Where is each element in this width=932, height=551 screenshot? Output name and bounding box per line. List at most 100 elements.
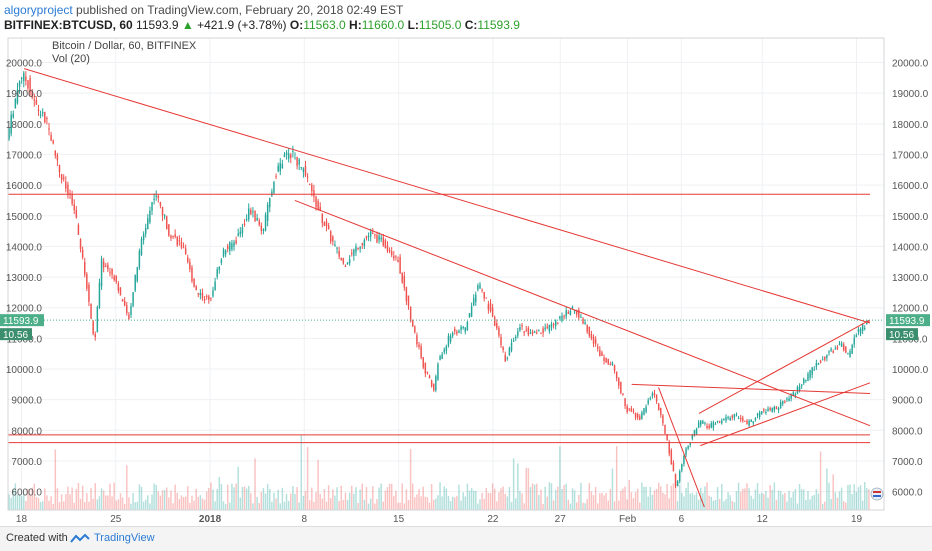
- volume-badge-right: [886, 328, 918, 341]
- candle-body: [224, 250, 227, 255]
- volume-bar: [319, 493, 321, 510]
- candle-body: [399, 256, 401, 274]
- volume-bar: [803, 489, 805, 510]
- tradingview-link[interactable]: TradingView: [94, 532, 155, 544]
- volume-bar: [31, 487, 33, 510]
- candle-body: [100, 258, 103, 287]
- candle-body: [849, 350, 851, 358]
- candle-body: [212, 290, 214, 297]
- candle-body: [256, 217, 258, 221]
- volume-bar: [536, 483, 538, 510]
- volume-bar: [60, 494, 63, 510]
- y-tick-label-right: 6000.0: [892, 488, 923, 499]
- volume-bar: [704, 486, 706, 510]
- candle-body: [515, 336, 517, 339]
- volume-bar: [395, 490, 397, 510]
- flag-icon[interactable]: [870, 487, 884, 501]
- candle-body: [298, 159, 300, 165]
- candle-body: [525, 329, 527, 331]
- price-badges: 11593.9 10.56 11593.9 10.56: [0, 314, 930, 341]
- volume-bar: [197, 496, 200, 510]
- candle-body: [35, 100, 38, 105]
- candle-body: [165, 216, 168, 230]
- candle-body: [502, 347, 504, 351]
- candle-body: [405, 287, 408, 302]
- x-tick-label: 19: [851, 514, 863, 525]
- volume-bar: [323, 489, 326, 510]
- volume-bar: [401, 483, 403, 510]
- candle-body: [472, 298, 475, 306]
- volume-bar: [100, 488, 103, 510]
- volume-bar: [317, 459, 319, 510]
- candle-body: [348, 259, 351, 264]
- candle-body: [645, 406, 647, 412]
- volume-bar: [557, 486, 559, 510]
- volume-bar: [487, 492, 490, 510]
- candle-body: [853, 337, 855, 345]
- candle-body: [864, 328, 866, 330]
- volume-bar: [763, 494, 765, 510]
- y-tick-label-right: 16000.0: [892, 181, 929, 192]
- volume-bar: [630, 492, 633, 510]
- volume-bar: [384, 490, 387, 510]
- volume-bar: [229, 502, 231, 510]
- volume-bar: [531, 483, 534, 510]
- trendlines: [8, 68, 884, 508]
- volume-bar: [422, 486, 424, 510]
- volume-bar: [88, 501, 90, 510]
- candle-body: [315, 196, 317, 208]
- candle-body: [649, 398, 652, 400]
- price-chart[interactable]: 6000.07000.08000.09000.010000.011000.012…: [0, 34, 932, 526]
- volume-bar: [571, 488, 574, 510]
- candle-body: [231, 243, 233, 250]
- candle-body: [590, 334, 593, 339]
- candle-body: [369, 231, 372, 237]
- chart-area[interactable]: 6000.07000.08000.09000.010000.011000.012…: [0, 34, 932, 526]
- candle-body: [628, 408, 631, 410]
- candle-body: [430, 380, 433, 387]
- volume-bar: [174, 484, 176, 510]
- volume-bar: [153, 483, 155, 510]
- last-price-badge-right-text: 11593.9: [889, 316, 925, 327]
- candle-body: [842, 344, 845, 351]
- y-tick-label-left: 20000.0: [6, 59, 43, 70]
- candle-body: [552, 323, 555, 325]
- volume-bar: [210, 482, 212, 510]
- candle-body: [384, 240, 387, 249]
- candle-body: [235, 240, 237, 244]
- trendline: [24, 68, 871, 324]
- volume-bar: [119, 493, 122, 510]
- volume-bar: [115, 500, 118, 510]
- candle-body: [113, 276, 115, 281]
- candle-body: [258, 220, 260, 225]
- candle-body: [653, 393, 656, 396]
- volume-bar: [90, 487, 92, 510]
- candle-body: [25, 76, 27, 81]
- volume-bar: [575, 502, 578, 510]
- candle-body: [615, 371, 618, 379]
- tradingview-logo-icon[interactable]: [70, 533, 90, 545]
- quote-line: BITFINEX:BTCUSD, 60 11593.9 ▲ +421.9 (+3…: [4, 18, 520, 32]
- candle-body: [582, 318, 584, 324]
- volume-bar: [493, 488, 496, 510]
- candle-body: [159, 202, 162, 206]
- candle-body: [542, 328, 544, 334]
- candle-body: [845, 346, 847, 353]
- candle-body: [44, 111, 46, 123]
- candle-body: [220, 259, 223, 264]
- volume-bar: [538, 495, 540, 510]
- volume-bar: [840, 487, 843, 510]
- volume-bar: [262, 488, 265, 510]
- volume-bar: [86, 493, 88, 510]
- candle-body: [592, 336, 595, 344]
- volume-bar: [235, 483, 237, 510]
- volume-bar: [454, 497, 456, 510]
- candle-body: [23, 72, 25, 81]
- volume-bar: [559, 446, 561, 510]
- volume-bar: [451, 496, 454, 510]
- volume-bar: [403, 503, 406, 510]
- candle-body: [739, 417, 742, 420]
- volume-bar: [588, 482, 591, 510]
- author-link[interactable]: algoryproject: [4, 3, 73, 17]
- candle-body: [670, 450, 673, 465]
